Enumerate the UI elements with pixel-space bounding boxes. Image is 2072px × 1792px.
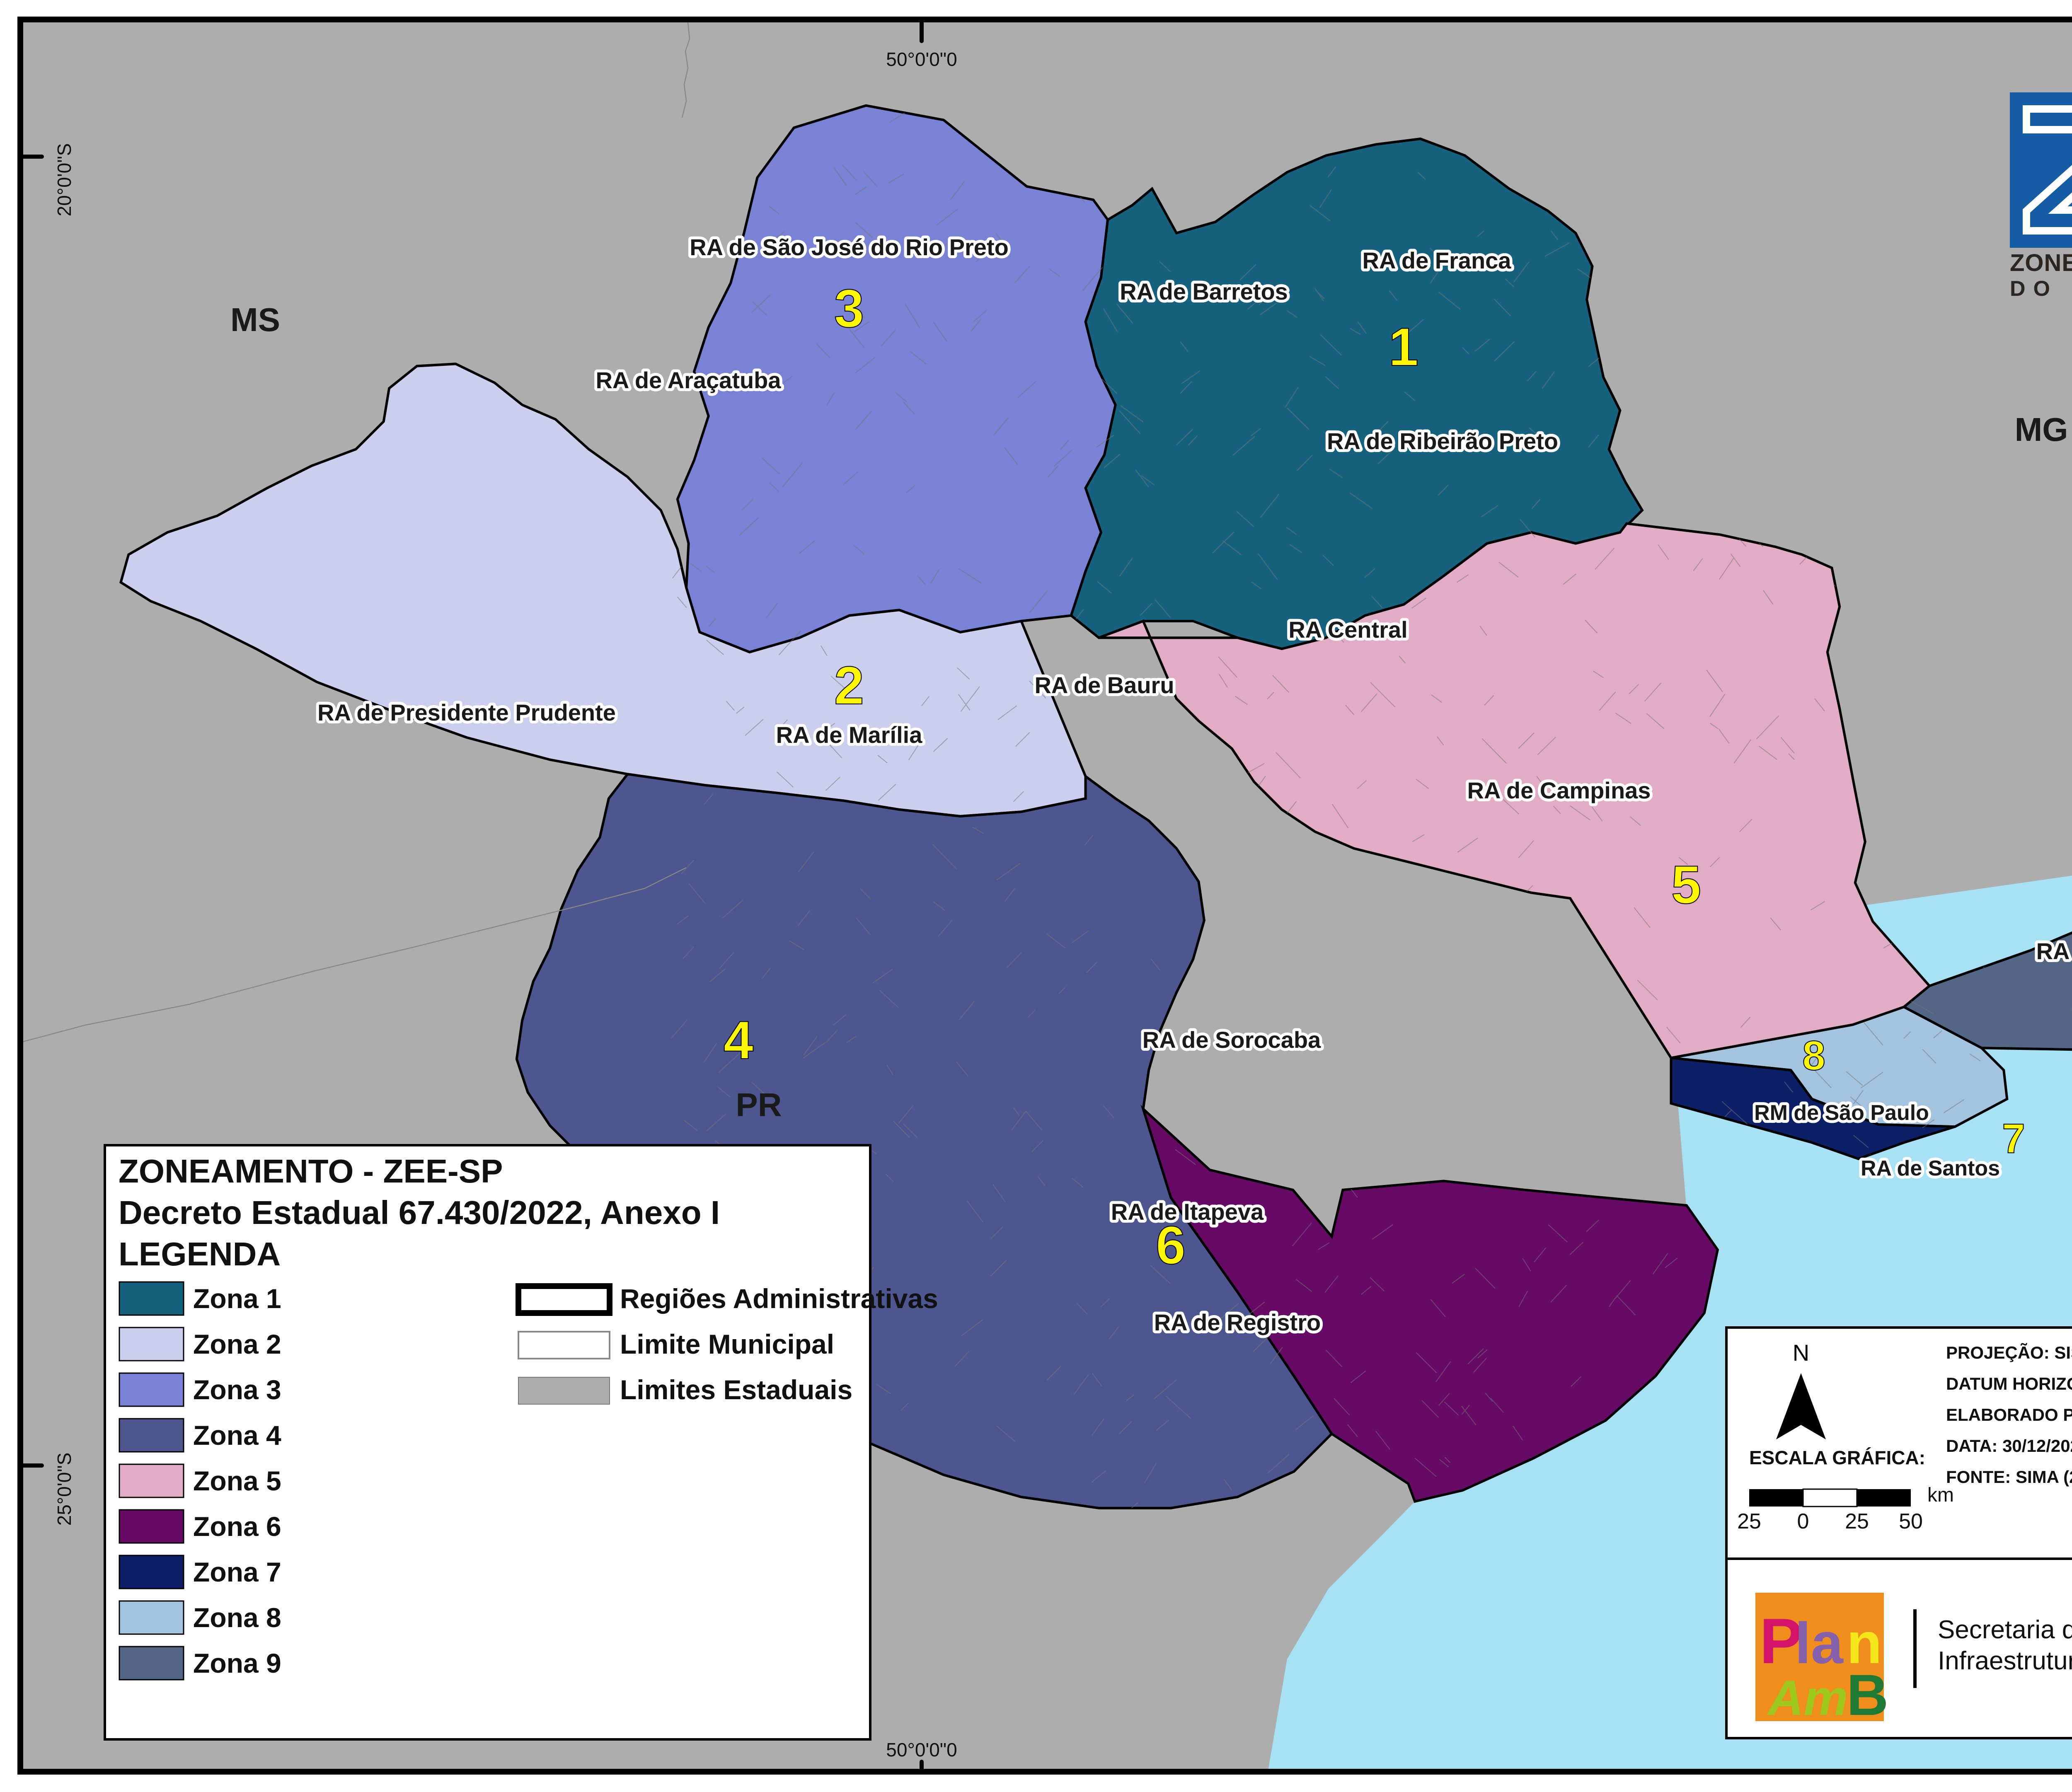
svg-text:ELABORADO POR: SIMA/CPLA (2022: ELABORADO POR: SIMA/CPLA (2022) [1946,1405,2072,1424]
svg-text:ZONEAMENTO ECOLÓGICO-ECONÔMICO: ZONEAMENTO ECOLÓGICO-ECONÔMICO [2010,249,2072,276]
svg-text:la: la [1795,1611,1844,1676]
svg-text:Decreto Estadual 67.430/2022,: Decreto Estadual 67.430/2022, Anexo I [119,1194,720,1231]
svg-text:RA de São José do Rio Preto: RA de São José do Rio Preto [690,234,1009,260]
svg-text:RA de Ribeirão Preto: RA de Ribeirão Preto [1327,428,1558,454]
svg-text:LEGENDA: LEGENDA [119,1236,281,1272]
svg-text:Secretaria de: Secretaria de [1938,1615,2072,1644]
svg-text:RA de Araçatuba: RA de Araçatuba [595,367,781,393]
svg-text:MG: MG [2015,411,2068,448]
svg-text:km: km [1927,1484,1954,1506]
svg-text:Limites Estaduais: Limites Estaduais [620,1374,852,1405]
svg-text:Zona 8: Zona 8 [193,1602,281,1633]
svg-text:RA de Itapeva: RA de Itapeva [1111,1199,1264,1225]
svg-text:4: 4 [724,1010,753,1070]
svg-text:N: N [1793,1340,1809,1366]
svg-text:RA de Marília: RA de Marília [776,722,923,748]
svg-text:25°0'0"S: 25°0'0"S [53,1453,75,1526]
svg-text:Limite Municipal: Limite Municipal [620,1329,834,1359]
svg-text:ZONEAMENTO - ZEE-SP: ZONEAMENTO - ZEE-SP [119,1153,503,1190]
svg-text:RA de Bauru: RA de Bauru [1034,672,1174,698]
svg-text:PR: PR [736,1086,782,1123]
svg-text:PROJEÇÃO: SISTEMA DE COORDENAD: PROJEÇÃO: SISTEMA DE COORDENADAS GEOGRÁF… [1946,1343,2072,1362]
svg-text:Zona 5: Zona 5 [193,1466,281,1496]
svg-text:RA Central: RA Central [1288,617,1407,643]
svg-text:RA de Campinas: RA de Campinas [1467,777,1651,803]
svg-text:RA de Barretos: RA de Barretos [1120,278,1288,305]
svg-text:0: 0 [1797,1509,1809,1533]
svg-text:50°0'0"0: 50°0'0"0 [886,1739,957,1761]
svg-text:Infraestrutura e Meio Ambiente: Infraestrutura e Meio Ambiente [1938,1647,2072,1675]
svg-text:FONTE: SIMA (2022), IGC (2014,: FONTE: SIMA (2022), IGC (2014, 2015) [1946,1467,2072,1487]
svg-text:Zona 2: Zona 2 [193,1329,281,1359]
svg-text:ESCALA GRÁFICA:: ESCALA GRÁFICA: [1749,1447,1925,1468]
svg-text:Zona 7: Zona 7 [193,1557,281,1587]
svg-text:7: 7 [2002,1115,2025,1162]
svg-text:5: 5 [1671,854,1701,915]
svg-text:MS: MS [230,301,280,338]
svg-text:Regiões Administrativas: Regiões Administrativas [620,1283,938,1314]
svg-text:6: 6 [1156,1215,1186,1275]
svg-text:Zona 6: Zona 6 [193,1511,281,1542]
svg-text:RA de São José dos Campos: RA de São José dos Campos [2036,938,2072,964]
svg-text:Am: Am [1767,1670,1848,1726]
svg-text:50°0'0"0: 50°0'0"0 [886,48,957,70]
svg-text:8: 8 [1802,1033,1825,1079]
svg-text:B: B [1847,1662,1888,1727]
svg-text:50: 50 [1899,1509,1923,1533]
svg-text:DO ESTADO DE SÃO PAULO: DO ESTADO DE SÃO PAULO [2010,276,2072,301]
svg-text:Zona 1: Zona 1 [193,1283,281,1314]
svg-text:RM de São Paulo: RM de São Paulo [1754,1101,1929,1125]
svg-text:Zona 3: Zona 3 [193,1374,281,1405]
svg-text:20°0'0"S: 20°0'0"S [53,143,75,217]
svg-text:1: 1 [1389,317,1418,377]
svg-text:RA de Santos: RA de Santos [1861,1156,2000,1180]
svg-text:Zona 4: Zona 4 [193,1420,281,1451]
svg-text:25: 25 [1737,1509,1761,1533]
svg-text:DATA: 30/12/2022: DATA: 30/12/2022 [1946,1436,2072,1456]
svg-text:RA de Franca: RA de Franca [1363,247,1512,273]
svg-text:Zona 9: Zona 9 [193,1648,281,1678]
svg-text:25: 25 [1845,1509,1869,1533]
svg-text:RA de Sorocaba: RA de Sorocaba [1143,1027,1321,1053]
svg-text:3: 3 [834,278,864,339]
svg-text:RA de Registro: RA de Registro [1154,1309,1321,1335]
svg-text:DATUM HORIZONTAL: SIRGAS 2000: DATUM HORIZONTAL: SIRGAS 2000 [1946,1374,2072,1393]
svg-text:RA de Presidente Prudente: RA de Presidente Prudente [317,699,616,726]
svg-text:2: 2 [834,655,864,716]
